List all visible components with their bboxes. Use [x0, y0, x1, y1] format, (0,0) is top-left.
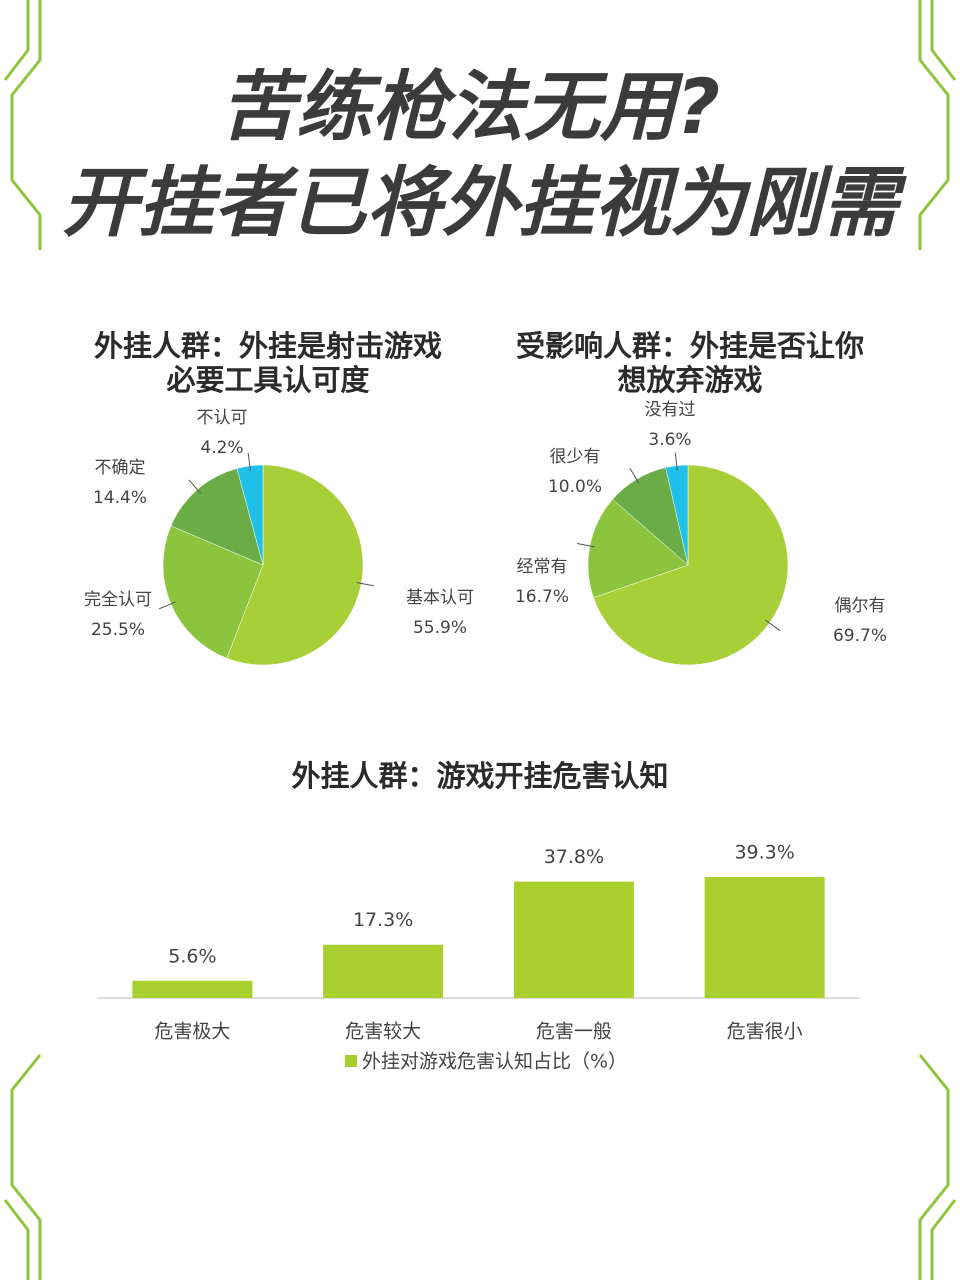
slice-label: 很少有 — [550, 447, 601, 467]
slice-value: 4.2% — [200, 438, 243, 458]
slice-label: 基本认可 — [406, 588, 474, 608]
bar — [323, 944, 444, 998]
slice-label: 不认可 — [197, 408, 248, 428]
chart-title: 想放弃游戏 — [617, 363, 762, 397]
slice-value: 69.7% — [833, 626, 887, 646]
chart-title: 必要工具认可度 — [166, 363, 369, 397]
bar-value: 37.8% — [544, 846, 604, 868]
slice-value: 55.9% — [413, 618, 467, 638]
bar-value: 39.3% — [734, 842, 794, 864]
leader-line — [576, 542, 595, 548]
legend-swatch — [345, 1055, 357, 1067]
x-tick-label: 危害很小 — [727, 1021, 803, 1043]
bar — [513, 881, 634, 998]
leader-line — [356, 582, 375, 587]
leader-line — [674, 452, 678, 471]
x-tick-label: 危害较大 — [345, 1021, 421, 1043]
x-tick-label: 危害极大 — [154, 1021, 230, 1043]
headline: 开挂者已将外挂视为刚需 — [62, 158, 907, 247]
headline: 苦练枪法无用? — [220, 62, 720, 151]
x-tick-label: 危害一般 — [536, 1021, 612, 1043]
bar-value: 5.6% — [168, 945, 216, 967]
slice-value: 3.6% — [648, 430, 691, 450]
slice-label: 偶尔有 — [835, 596, 886, 616]
chart-title: 外挂人群：外挂是射击游戏 — [94, 329, 442, 363]
slice-label: 完全认可 — [84, 590, 152, 610]
bar-value: 17.3% — [353, 909, 413, 931]
slice-value: 10.0% — [548, 477, 602, 497]
legend-label: 外挂对游戏危害认知占比（%） — [362, 1051, 627, 1073]
slice-label: 不确定 — [95, 458, 146, 478]
bar — [132, 980, 253, 998]
slice-label: 没有过 — [645, 400, 696, 420]
slice-value: 14.4% — [93, 488, 147, 508]
leader-line — [188, 479, 202, 494]
leader-line — [158, 601, 176, 610]
slice-label: 经常有 — [517, 557, 568, 577]
bar — [704, 877, 825, 998]
chart-title: 外挂人群：游戏开挂危害认知 — [291, 759, 668, 793]
leader-line — [247, 452, 251, 471]
leader-line — [765, 619, 781, 631]
chart-title: 受影响人群：外挂是否让你 — [516, 329, 864, 363]
slice-value: 16.7% — [515, 587, 569, 607]
decoration — [3, 0, 957, 1280]
leader-line — [629, 467, 640, 484]
slice-value: 25.5% — [91, 620, 145, 640]
